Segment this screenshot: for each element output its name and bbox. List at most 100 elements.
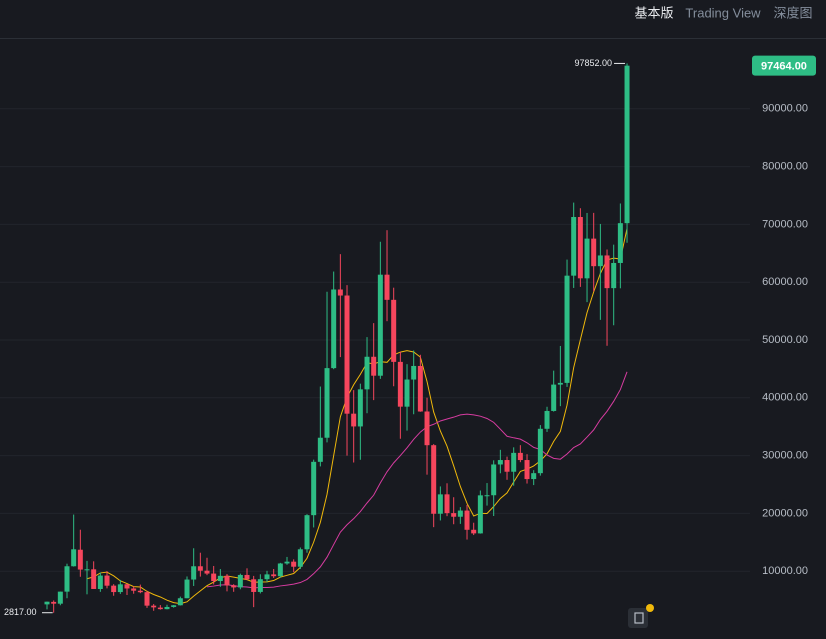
- y-tick-label: 80000.00: [762, 161, 808, 173]
- candle-body: [244, 574, 250, 580]
- candles: [44, 63, 630, 613]
- candle-body: [177, 598, 183, 606]
- candle-body: [251, 579, 257, 592]
- candle-body: [437, 494, 443, 514]
- candle-body: [217, 575, 223, 582]
- candle-body: [351, 413, 357, 427]
- candle-body: [531, 473, 537, 480]
- candle-body: [624, 65, 630, 224]
- candle-body: [124, 584, 130, 589]
- candle-body: [491, 464, 497, 496]
- candle-body: [344, 295, 350, 414]
- candle-body: [457, 510, 463, 517]
- tab[interactable]: Trading View: [685, 5, 761, 20]
- last-price-label: 97464.00: [761, 61, 807, 73]
- candle-body: [51, 601, 57, 604]
- candle-body: [77, 549, 83, 570]
- candle-body: [484, 495, 490, 497]
- candle-body: [411, 365, 417, 380]
- candle-body: [464, 510, 470, 530]
- candle-body: [417, 365, 423, 412]
- candle-body: [291, 561, 297, 567]
- candle-body: [544, 410, 550, 429]
- y-tick-label: 70000.00: [762, 218, 808, 230]
- y-tick-label: 50000.00: [762, 334, 808, 346]
- moving-average-line: [86, 228, 628, 605]
- low-label: 2817.00: [4, 607, 37, 617]
- tab[interactable]: 基本版: [634, 5, 673, 20]
- y-tick-label: 90000.00: [762, 103, 808, 115]
- candle-body: [171, 605, 177, 607]
- candle-body: [257, 579, 263, 592]
- candle-body: [377, 274, 383, 376]
- candle-body: [604, 255, 610, 289]
- y-tick-label: 20000.00: [762, 507, 808, 519]
- candle-body: [71, 549, 77, 567]
- candle-body: [184, 579, 190, 599]
- candle-body: [404, 379, 410, 407]
- candle-body: [444, 494, 450, 514]
- candle-body: [277, 563, 283, 577]
- candle-body: [311, 461, 317, 516]
- candle-body: [431, 445, 437, 514]
- last-price-box: [752, 55, 816, 76]
- y-tick-label: 40000.00: [762, 392, 808, 404]
- candle-body: [471, 529, 477, 534]
- candle-body: [397, 361, 403, 407]
- y-tick-label: 60000.00: [762, 276, 808, 288]
- candle-body: [597, 255, 603, 267]
- candle-body: [317, 437, 323, 462]
- candle-body: [284, 561, 290, 564]
- candle-body: [511, 452, 517, 472]
- candle-body: [424, 411, 430, 446]
- candle-body: [497, 460, 503, 465]
- candle-body: [551, 384, 557, 411]
- candle-body: [97, 575, 103, 589]
- candle-body: [237, 574, 243, 588]
- high-label: 97852.00: [574, 58, 612, 68]
- candle-body: [391, 299, 397, 362]
- candle-body: [91, 569, 97, 589]
- candle-body: [64, 566, 70, 592]
- candle-body: [151, 605, 157, 608]
- candle-body: [331, 289, 337, 369]
- candle-body: [204, 570, 210, 574]
- candle-body: [164, 606, 170, 610]
- candle-body: [504, 460, 510, 472]
- candle-body: [571, 217, 577, 276]
- candle-body: [231, 585, 237, 588]
- labels: 10000.00 20000.00 30000.00 40000.00 50000.00…: [4, 55, 816, 617]
- candle-body: [271, 574, 277, 577]
- indicator-icon[interactable]: [628, 604, 654, 628]
- candle-body: [564, 275, 570, 383]
- candle-body: [517, 452, 523, 461]
- candle-body: [357, 389, 363, 427]
- candle-body: [197, 566, 203, 571]
- candle-body: [477, 495, 483, 534]
- candle-body: [84, 569, 90, 571]
- candle-body: [371, 356, 377, 376]
- moving-average-line: [206, 371, 628, 589]
- candle-body: [584, 238, 590, 279]
- candle-body: [297, 549, 303, 567]
- candle-body: [104, 575, 110, 586]
- candle-body: [224, 575, 230, 586]
- candle-body: [364, 356, 370, 390]
- candle-body: [131, 588, 137, 591]
- candle-body: [44, 601, 50, 605]
- candle-body: [611, 262, 617, 289]
- candle-body: [157, 607, 163, 610]
- candle-body: [137, 590, 143, 593]
- candle-body: [304, 515, 310, 550]
- overlays: [86, 228, 628, 605]
- candle-body: [57, 591, 63, 604]
- tab[interactable]: 深度图: [773, 5, 812, 20]
- candle-body: [264, 574, 270, 580]
- candle-body: [191, 566, 197, 580]
- y-tick-label: 30000.00: [762, 450, 808, 462]
- candle-body: [384, 274, 390, 300]
- candle-body: [211, 573, 217, 582]
